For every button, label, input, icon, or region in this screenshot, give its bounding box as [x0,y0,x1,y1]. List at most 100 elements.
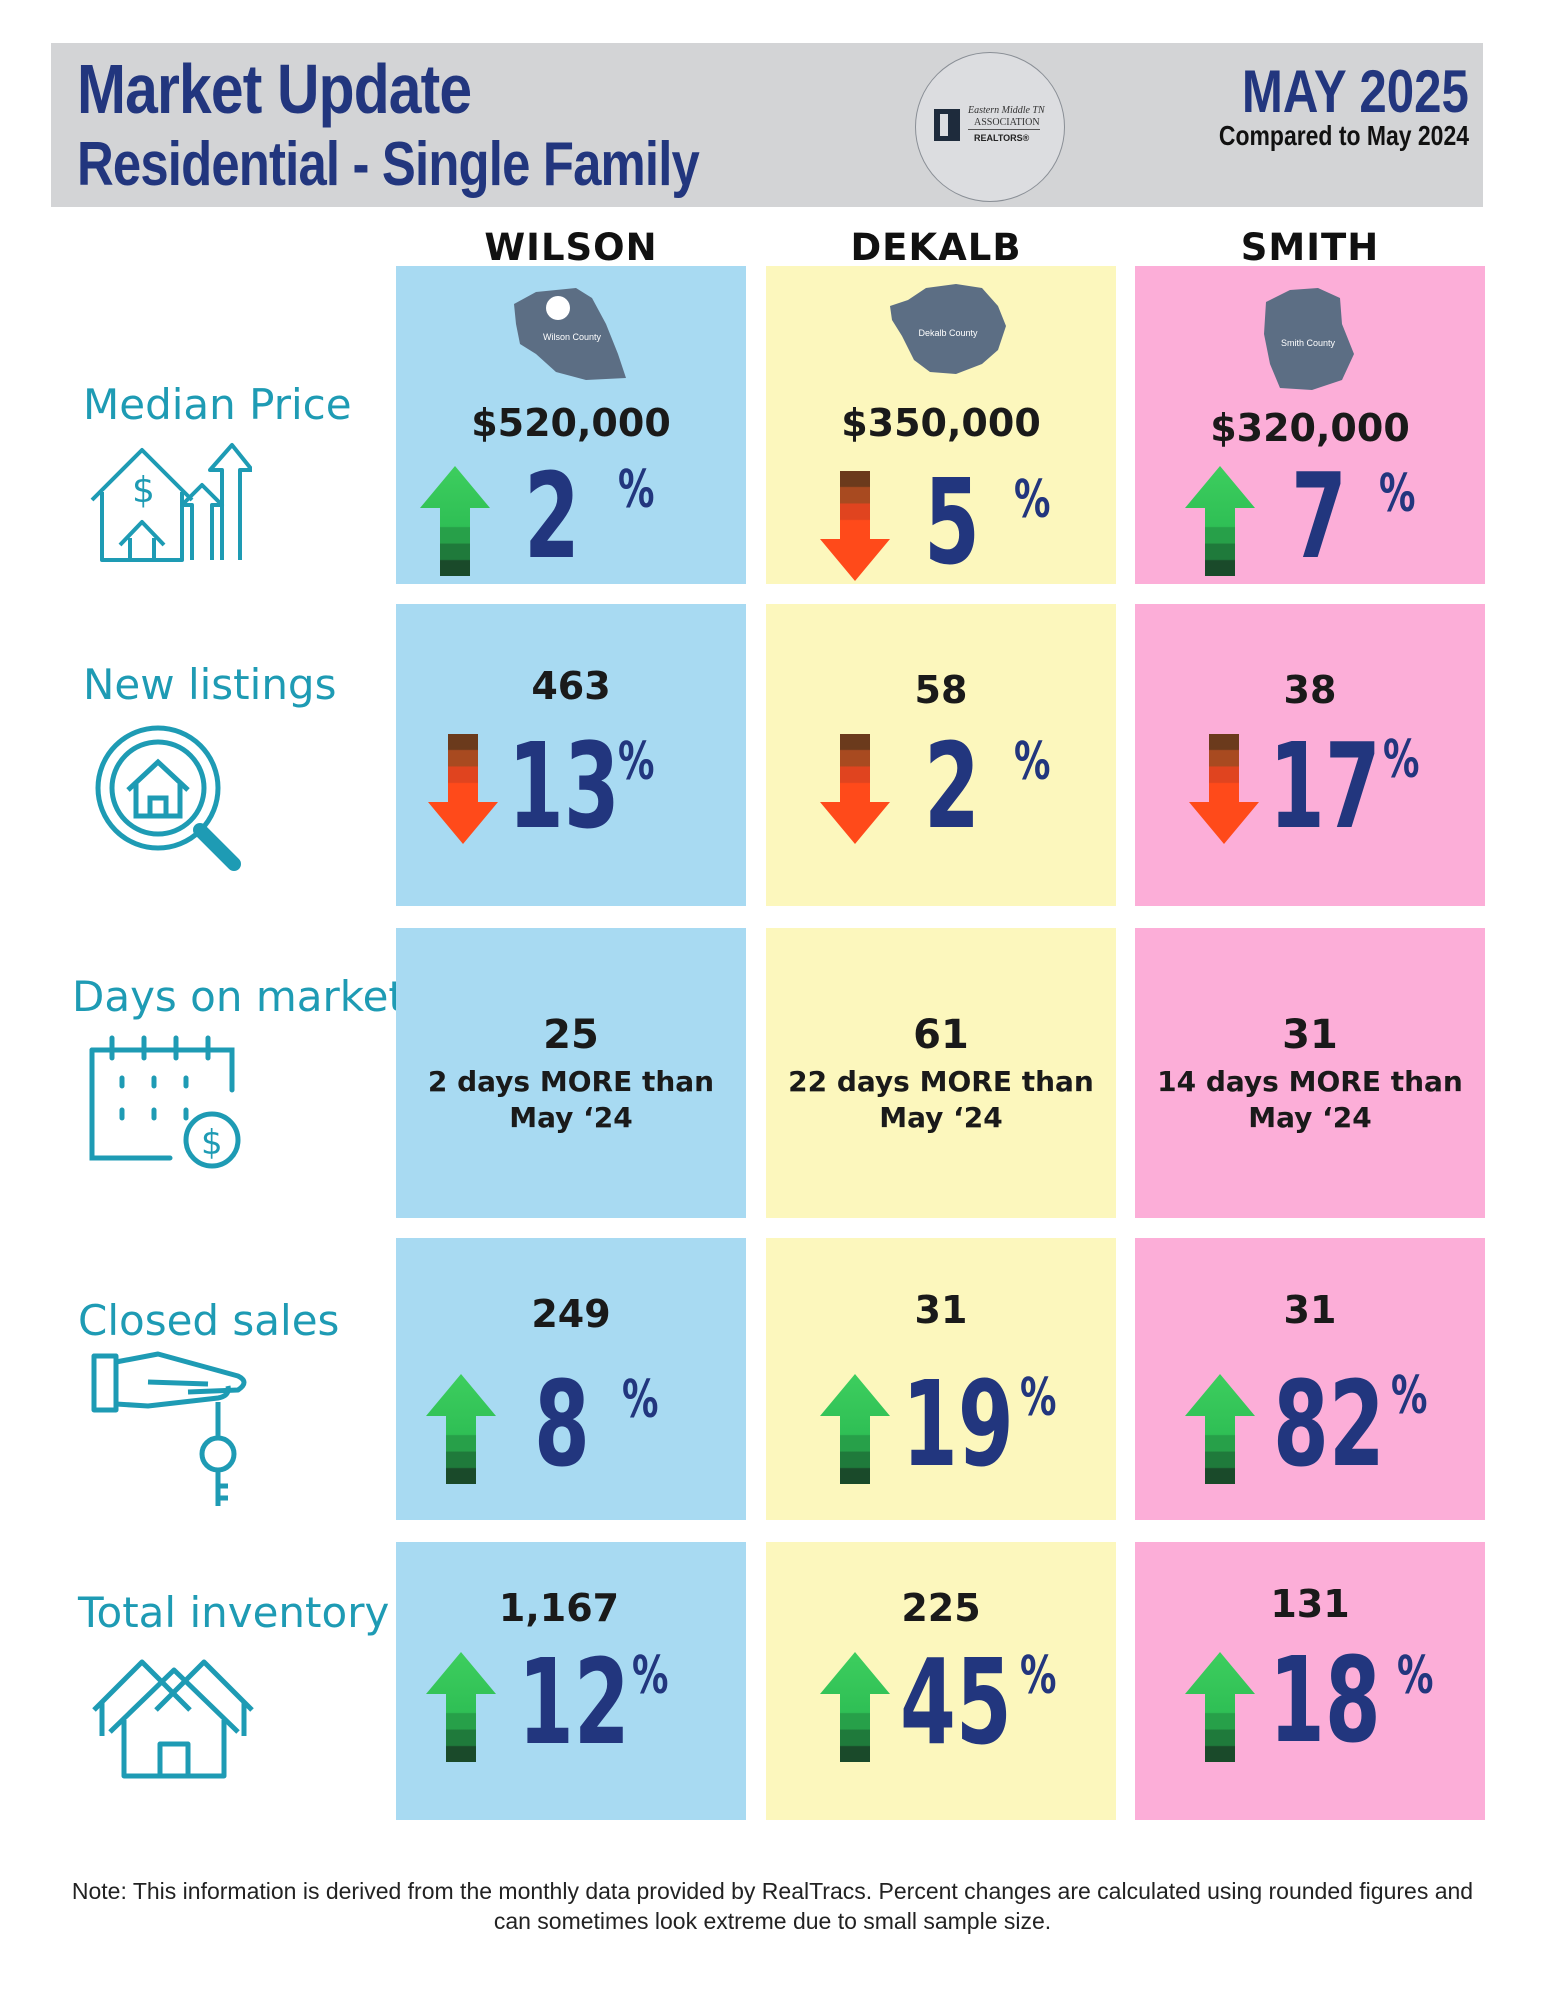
arrow-up-icon [820,1374,890,1484]
arrow-down-icon [428,734,498,844]
closed-sales-change: 8 [534,1355,590,1493]
smith-new-listings-card: 38 17 % [1135,604,1485,906]
smith-days-on-market-card: 31 14 days MORE than May ‘24 [1135,928,1485,1218]
percent-sign: % [1020,1368,1057,1428]
percent-sign: % [1383,730,1420,790]
percent-sign: % [632,1646,669,1706]
svg-text:$: $ [132,470,155,511]
dekalb-county-map: Dekalb County [890,284,1006,374]
house-price-up-icon: $ [90,443,252,562]
new-listings-change: 17 [1269,717,1381,855]
new-listings-change: 13 [508,717,620,855]
houses-icon [92,1659,254,1779]
logo-text: Eastern Middle TN [968,105,1045,116]
days-on-market-value: 25 [543,1012,599,1058]
arrow-down-icon [1189,734,1259,844]
percent-sign: % [1014,470,1051,530]
arrow-down-icon [820,734,890,844]
days-on-market-value: 31 [1282,1012,1338,1058]
row-label-closed-sales: Closed sales [78,1296,340,1345]
hand-key-icon [91,1351,247,1506]
percent-sign: % [1379,464,1416,524]
closed-sales-value: 31 [1283,1288,1337,1332]
house-search-icon [95,725,241,871]
wilson-median-price-card: Wilson County $520,000 2 % [396,266,746,584]
report-period: MAY 2025 [1241,58,1469,125]
percent-sign: % [1397,1646,1434,1706]
dekalb-median-price-card: Dekalb County $350,000 5 % [766,266,1116,584]
smith-county-map: Smith County [1264,288,1354,390]
new-listings-change: 2 [924,717,980,855]
arrow-up-icon [420,466,490,576]
median-price-change: 2 [524,447,580,585]
wilson-closed-sales-card: 249 8 % [396,1238,746,1520]
closed-sales-value: 31 [914,1288,968,1332]
logo-text: REALTORS® [974,133,1030,143]
header-banner: Market Update Residential - Single Famil… [51,43,1483,207]
total-inventory-change: 45 [900,1633,1012,1771]
county-heading-smith: SMITH [1240,226,1380,269]
arrow-up-icon [426,1652,496,1762]
wilson-county-map: Wilson County [514,288,626,380]
total-inventory-value: 131 [1270,1582,1350,1626]
median-price-value: $350,000 [841,401,1041,445]
dekalb-total-inventory-card: 225 45 % [766,1542,1116,1820]
percent-sign: % [618,732,655,792]
dekalb-new-listings-card: 58 2 % [766,604,1116,906]
logo-text: ASSOCIATION [974,117,1040,128]
days-on-market-comparison: 2 days MORE than [427,1065,715,1098]
logo-divider [968,129,1040,130]
association-logo: Eastern Middle TN ASSOCIATION REALTORS® [915,52,1065,202]
arrow-up-icon [426,1374,496,1484]
county-heading-dekalb: DEKALB [850,226,1022,269]
median-price-value: $320,000 [1210,406,1410,450]
map-label: Wilson County [543,332,602,342]
row-label-new-listings: New listings [83,660,337,709]
arrow-up-icon [1185,466,1255,576]
percent-sign: % [1014,732,1051,792]
page-title: Market Update [77,50,472,128]
dekalb-closed-sales-card: 31 19 % [766,1238,1116,1520]
wilson-new-listings-card: 463 13 % [396,604,746,906]
percent-sign: % [618,460,655,520]
row-label-total-inventory: Total inventory [78,1588,390,1637]
arrow-down-icon [820,471,890,581]
page-subtitle: Residential - Single Family [77,130,700,199]
smith-closed-sales-card: 31 82 % [1135,1238,1485,1520]
smith-total-inventory-card: 131 18 % [1135,1542,1485,1820]
arrow-up-icon [820,1652,890,1762]
row-label-median-price: Median Price [83,380,352,429]
days-on-market-comparison: 14 days MORE than [1157,1065,1463,1098]
total-inventory-change: 18 [1269,1631,1381,1769]
median-price-change: 7 [1291,447,1347,585]
new-listings-value: 38 [1283,668,1337,712]
county-heading-wilson: WILSON [484,226,658,269]
days-on-market-comparison: May ‘24 [1248,1101,1372,1134]
percent-sign: % [1020,1646,1057,1706]
smith-median-price-card: Smith County $320,000 7 % [1135,266,1485,584]
median-price-change: 5 [924,453,980,591]
closed-sales-change: 19 [902,1355,1014,1493]
map-label: Dekalb County [918,328,978,338]
percent-sign: % [1391,1366,1428,1426]
median-price-value: $520,000 [471,401,671,445]
wilson-days-on-market-card: 25 2 days MORE than May ‘24 [396,928,746,1218]
closed-sales-change: 82 [1273,1355,1385,1493]
days-on-market-value: 61 [913,1012,969,1058]
total-inventory-value: 225 [901,1586,981,1630]
total-inventory-value: 1,167 [498,1586,620,1630]
percent-sign: % [622,1370,659,1430]
footnote: Note: This information is derived from t… [71,1878,1474,1934]
map-label: Smith County [1281,338,1336,348]
arrow-up-icon [1185,1374,1255,1484]
calendar-dollar-icon: $ [89,1035,241,1169]
days-on-market-comparison: 22 days MORE than [788,1065,1094,1098]
comparison-note: Compared to May 2024 [1218,120,1469,151]
arrow-up-icon [1185,1652,1255,1762]
row-label-days-on-market: Days on market [72,972,405,1021]
new-listings-value: 58 [914,668,968,712]
new-listings-value: 463 [531,664,611,708]
days-on-market-comparison: May ‘24 [879,1101,1003,1134]
wilson-total-inventory-card: 1,167 12 % [396,1542,746,1820]
days-on-market-comparison: May ‘24 [509,1101,633,1134]
